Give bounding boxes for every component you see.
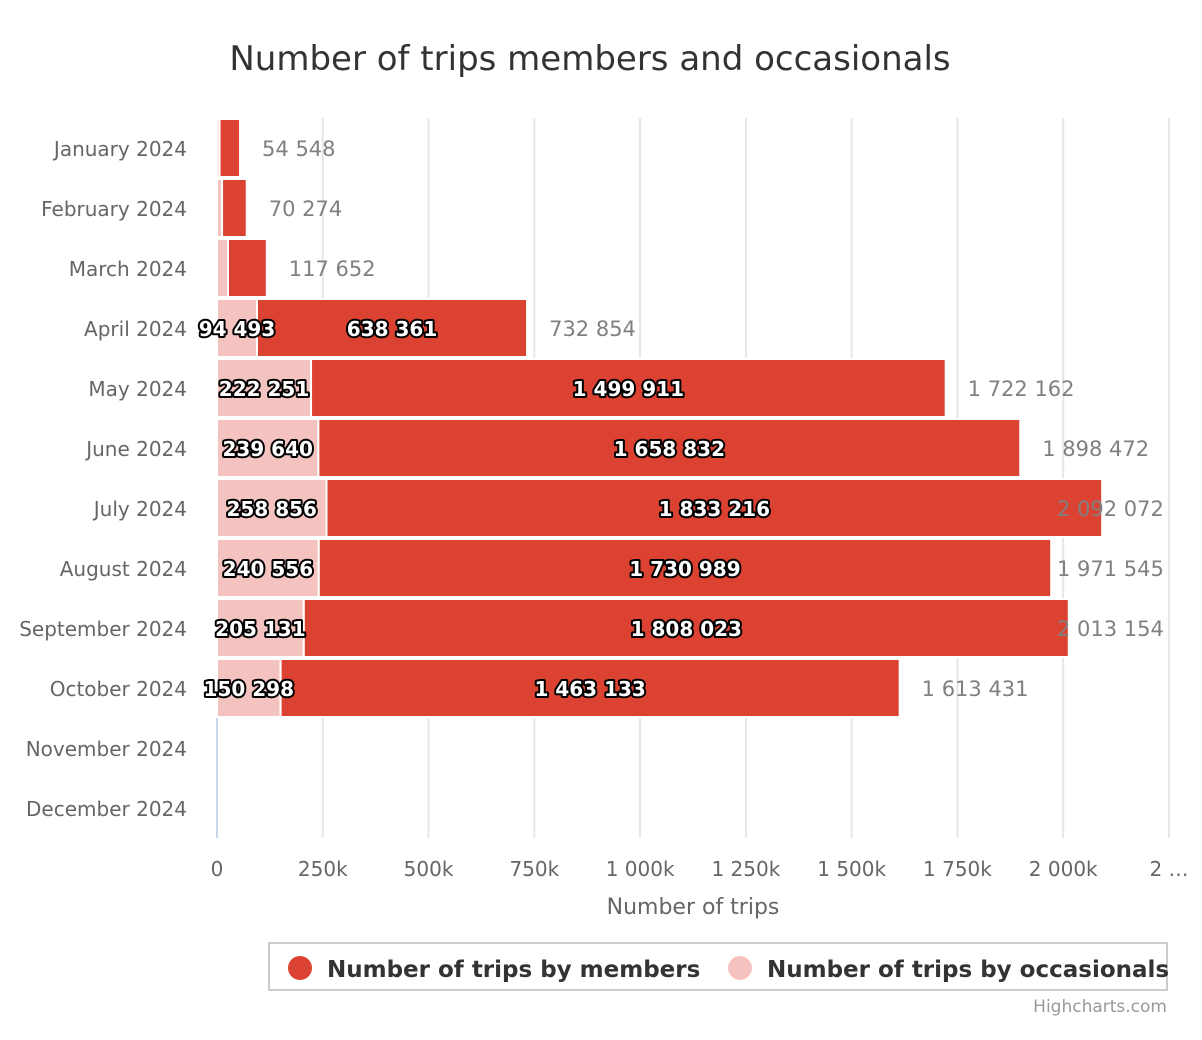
data-label-occasionals: 240 556 (223, 557, 313, 581)
bar-members (310, 358, 947, 418)
credits-link[interactable]: Highcharts.com (1033, 997, 1167, 1017)
data-label-occasionals: 222 251 (219, 377, 309, 401)
y-tick-label: February 2024 (41, 197, 187, 221)
x-tick-label: 1 250k (711, 857, 780, 881)
legend: Number of trips by members Number of tri… (268, 942, 1169, 991)
bar-members (227, 238, 268, 298)
data-label-members: 1 808 023 (631, 617, 742, 641)
data-label-members: 1 833 216 (659, 497, 770, 521)
bar-members (317, 538, 1053, 598)
total-label: 1 971 545 (1057, 557, 1164, 581)
total-label: 732 854 (549, 317, 636, 341)
legend-label-occasionals: Number of trips by occasionals (767, 957, 1169, 983)
x-tick-label: 2 … (1149, 857, 1188, 881)
bar-occasionals (216, 298, 258, 358)
x-tick-label: 1 500k (817, 857, 886, 881)
data-label-members: 1 658 832 (614, 437, 725, 461)
y-tick-label: December 2024 (26, 797, 187, 821)
x-tick-label: 1 750k (923, 857, 992, 881)
total-label: 54 548 (262, 137, 335, 161)
x-tick-label: 250k (298, 857, 348, 881)
legend-item-members[interactable]: Number of trips by members (288, 956, 700, 983)
legend-label-members: Number of trips by members (327, 957, 700, 983)
bar-members (255, 298, 529, 358)
y-tick-label: March 2024 (69, 257, 187, 281)
chart-title: Number of trips members and occasionals (229, 39, 950, 79)
x-tick-label: 2 000k (1029, 857, 1098, 881)
bar-members (279, 658, 901, 718)
x-tick-label: 500k (404, 857, 454, 881)
bar-members (218, 118, 242, 178)
total-label: 1 898 472 (1042, 437, 1149, 461)
data-label-occasionals: 150 298 (204, 677, 294, 701)
data-label-occasionals: 205 131 (215, 617, 305, 641)
data-label-members: 1 463 133 (534, 677, 645, 701)
total-label: 2 092 072 (1057, 497, 1164, 521)
total-label: 70 274 (269, 197, 342, 221)
total-label: 2 013 154 (1057, 617, 1164, 641)
y-tick-label: November 2024 (26, 737, 187, 761)
y-tick-label: January 2024 (52, 137, 187, 161)
x-tick-label: 750k (509, 857, 559, 881)
bar-members (302, 598, 1070, 658)
bar-occasionals (216, 358, 313, 418)
data-label-members: 1 730 989 (629, 557, 740, 581)
y-tick-label: September 2024 (19, 617, 187, 641)
data-label-occasionals: 94 493 (199, 317, 276, 341)
legend-marker-members (288, 956, 312, 980)
data-label-members: 1 499 911 (573, 377, 684, 401)
y-tick-label: May 2024 (88, 377, 187, 401)
y-tick-label: July 2024 (92, 497, 187, 521)
x-axis-title: Number of trips (607, 895, 780, 920)
x-tick-label: 1 000k (606, 857, 675, 881)
bar-members (325, 478, 1104, 538)
total-label: 1 613 431 (922, 677, 1029, 701)
data-label-occasionals: 239 640 (222, 437, 312, 461)
bar-occasionals (216, 538, 320, 598)
legend-item-occasionals[interactable]: Number of trips by occasionals (728, 956, 1169, 983)
x-tick-label: 0 (211, 857, 224, 881)
bar-members (317, 418, 1022, 478)
bar-occasionals (216, 478, 328, 538)
legend-box (268, 942, 1168, 991)
data-label-members: 638 361 (347, 317, 437, 341)
total-label: 1 722 162 (968, 377, 1075, 401)
y-tick-label: October 2024 (50, 677, 187, 701)
y-tick-label: June 2024 (84, 437, 187, 461)
bar-occasionals (216, 238, 230, 298)
bar-members (221, 178, 248, 238)
legend-marker-occasionals (728, 956, 752, 980)
total-label: 117 652 (289, 257, 376, 281)
y-tick-label: April 2024 (84, 317, 187, 341)
data-label-occasionals: 258 856 (227, 497, 317, 521)
bar-occasionals (216, 418, 320, 478)
y-tick-label: August 2024 (60, 557, 187, 581)
